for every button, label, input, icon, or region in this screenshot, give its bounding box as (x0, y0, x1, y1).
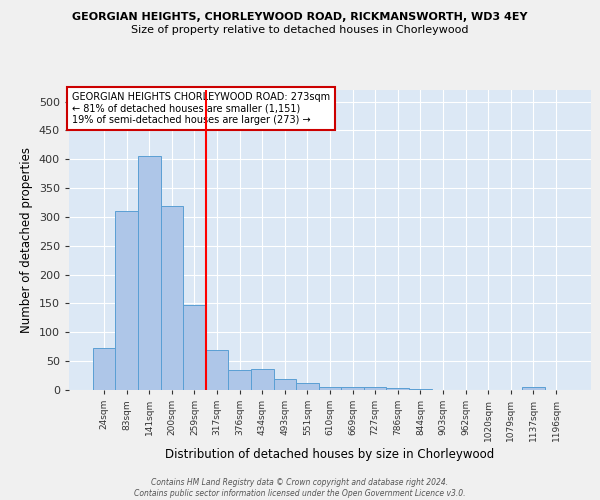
Bar (93, 348, 115, 390)
Bar (386, 388, 409, 390)
Bar (206, 350, 229, 390)
Bar (522, 387, 545, 390)
Bar (229, 370, 251, 390)
Text: GEORGIAN HEIGHTS, CHORLEYWOOD ROAD, RICKMANSWORTH, WD3 4EY: GEORGIAN HEIGHTS, CHORLEYWOOD ROAD, RICK… (72, 12, 528, 22)
Y-axis label: Number of detached properties: Number of detached properties (20, 147, 33, 333)
Text: Contains HM Land Registry data © Crown copyright and database right 2024.
Contai: Contains HM Land Registry data © Crown c… (134, 478, 466, 498)
Text: Size of property relative to detached houses in Chorleywood: Size of property relative to detached ho… (131, 25, 469, 35)
Bar (183, 304, 206, 390)
Bar (341, 386, 364, 390)
Bar (138, 156, 161, 390)
Bar (409, 389, 431, 390)
Bar (296, 382, 319, 390)
Bar (115, 210, 138, 390)
Bar (251, 368, 274, 390)
Text: GEORGIAN HEIGHTS CHORLEYWOOD ROAD: 273sqm
← 81% of detached houses are smaller (: GEORGIAN HEIGHTS CHORLEYWOOD ROAD: 273sq… (71, 92, 330, 124)
Bar (161, 206, 183, 390)
Bar (364, 387, 386, 390)
X-axis label: Distribution of detached houses by size in Chorleywood: Distribution of detached houses by size … (166, 448, 494, 461)
Bar (319, 386, 341, 390)
Bar (274, 379, 296, 390)
